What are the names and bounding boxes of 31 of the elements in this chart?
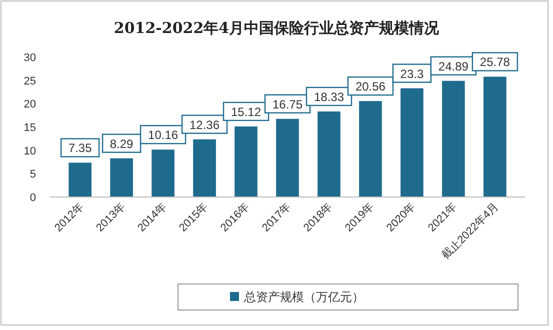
y-tick-label: 30 — [24, 52, 36, 64]
data-label: 7.35 — [68, 141, 92, 156]
bar — [152, 150, 174, 197]
data-label: 20.56 — [355, 80, 386, 94]
data-label: 16.75 — [272, 97, 303, 112]
y-tick-label: 15 — [24, 122, 36, 134]
data-label: 23.3 — [400, 66, 424, 81]
data-label: 12.36 — [190, 118, 220, 132]
y-tick-label: 10 — [24, 145, 36, 158]
bar — [442, 80, 465, 197]
bar — [359, 101, 382, 197]
bar — [484, 76, 506, 197]
y-tick-label: 0 — [30, 192, 36, 204]
data-label: 24.89 — [438, 59, 469, 74]
data-label: 18.33 — [314, 90, 344, 104]
y-tick-label: 20 — [24, 98, 36, 111]
data-label: 8.29 — [110, 136, 134, 151]
data-label: 25.78 — [480, 55, 510, 70]
bar — [400, 88, 424, 197]
bar — [110, 158, 133, 197]
bar — [193, 139, 216, 197]
legend-label: 总资产规模（万亿元） — [243, 290, 364, 304]
y-tick-label: 25 — [24, 75, 36, 88]
bar — [318, 111, 340, 197]
bar — [68, 162, 92, 197]
chart-title: 2012-2022年4月中国保险行业总资产规模情况 — [114, 19, 440, 37]
data-label: 10.16 — [148, 128, 178, 142]
y-tick-label: 5 — [30, 168, 36, 181]
bar — [276, 118, 299, 197]
data-label: 15.12 — [231, 104, 262, 119]
bar — [234, 126, 258, 197]
